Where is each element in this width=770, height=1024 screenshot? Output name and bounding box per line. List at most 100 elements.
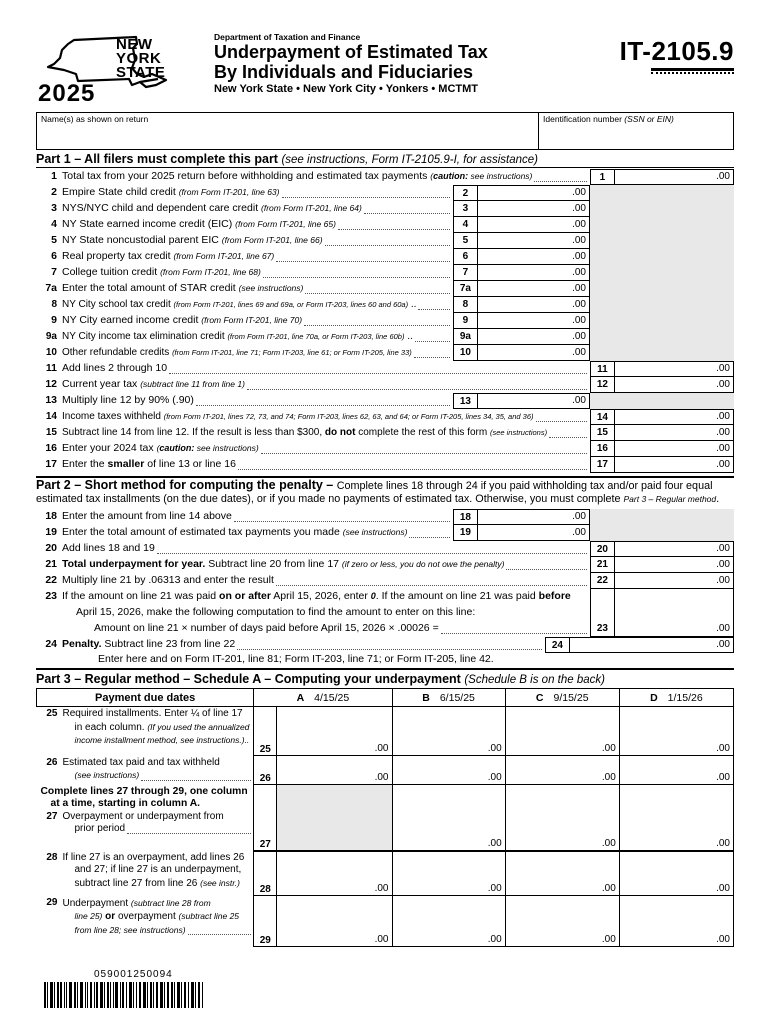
line-5-row: 5 NY State noncustodial parent EIC (from …	[36, 233, 734, 249]
line-27-amount-d[interactable]: .00	[618, 784, 735, 852]
title-block: Department of Taxation and Finance Under…	[214, 30, 584, 95]
name-field[interactable]: Name(s) as shown on return	[37, 113, 539, 149]
line-20-amount[interactable]: .00	[716, 543, 730, 554]
shaded-area	[590, 329, 734, 345]
line-25-amount-d[interactable]: .00	[618, 706, 735, 756]
line-5-amount[interactable]: .00	[572, 235, 586, 246]
line-28-amount-c[interactable]: .00	[504, 850, 620, 896]
line-14-amount[interactable]: .00	[716, 411, 730, 422]
line-9-amount[interactable]: .00	[572, 315, 586, 326]
line-15-amount[interactable]: .00	[716, 427, 730, 438]
shaded-area	[590, 265, 734, 281]
line-number: 8	[51, 299, 57, 310]
table-header-row: Payment due dates A 4/15/25 B 6/15/25 C 9/1…	[35, 688, 735, 707]
line-28-amount-b[interactable]: .00	[391, 850, 506, 896]
line-29-label: 29 Underpayment (subtract line 28 from li…	[36, 895, 255, 947]
ny-state-outline-icon	[46, 35, 168, 89]
dot-leader	[337, 217, 450, 230]
line-label: Enter the total amount of STAR credit (s…	[62, 282, 304, 294]
line-6-amount[interactable]: .00	[572, 251, 586, 262]
line-7-amount[interactable]: .00	[572, 267, 586, 278]
shaded-area	[590, 281, 734, 297]
line-17-row: 17 Enter the smaller of line 13 or line 1…	[36, 457, 734, 473]
line-29-amount-a[interactable]: .00	[276, 895, 393, 947]
dot-leader	[233, 509, 450, 522]
line-3-row: 3 NYS/NYC child and dependent care credit…	[36, 201, 734, 217]
line-11-amount[interactable]: .00	[716, 363, 730, 374]
line-10-amount[interactable]: .00	[572, 347, 586, 358]
line-11-box: 11.00	[590, 361, 734, 377]
line-number: 4	[51, 218, 57, 230]
line-19-amount[interactable]: .00	[572, 527, 586, 538]
header-col-a: A 4/15/25	[253, 688, 393, 707]
line-9a-amount[interactable]: .00	[572, 331, 586, 342]
header-col-b: B 6/15/25	[391, 688, 506, 707]
line-26-amount-c[interactable]: .00	[504, 755, 620, 785]
dot-leader	[141, 769, 252, 781]
line-8-amount[interactable]: .00	[572, 299, 586, 310]
row-27: Complete lines 27 through 29, one column…	[36, 784, 735, 852]
line-21-amount[interactable]: .00	[716, 559, 730, 570]
line-12-amount[interactable]: .00	[716, 379, 730, 390]
row-25: 25 Required installments. Enter ¼ of line…	[36, 706, 735, 756]
line-1-box: 1.00	[590, 169, 734, 185]
shaded-area	[590, 509, 734, 525]
part1-heading: Part 1 – All filers must complete this p…	[36, 150, 734, 168]
line-27-amount-b[interactable]: .00	[391, 784, 506, 852]
row-26: 26 Estimated tax paid and tax withheld (s…	[36, 755, 735, 785]
schedule-a-table: Payment due dates A 4/15/25 B 6/15/25 C 9/1…	[35, 688, 735, 947]
line-25-amount-b[interactable]: .00	[391, 706, 506, 756]
line-26-amount-d[interactable]: .00	[618, 755, 735, 785]
part2-heading: Part 2 – Short method for computing the …	[36, 478, 720, 506]
line-29-amount-b[interactable]: .00	[391, 895, 506, 947]
dot-leader	[169, 361, 587, 374]
shaded-area	[590, 249, 734, 265]
line-14-box: 14.00	[590, 409, 734, 425]
line-13-row: 13 Multiply line 12 by 90% (.90) 13.00	[36, 393, 734, 409]
line-label: Subtract line 14 from line 12. If the re…	[62, 427, 548, 438]
line-3-amount[interactable]: .00	[572, 203, 586, 214]
line-23-amount[interactable]: .00	[716, 623, 730, 634]
line-7a-row: 7a Enter the total amount of STAR credit …	[36, 281, 734, 297]
shaded-area	[590, 393, 734, 409]
line-26-amount-b[interactable]: .00	[391, 755, 506, 785]
line-17-amount[interactable]: .00	[716, 459, 730, 470]
line-2-amount[interactable]: .00	[572, 187, 586, 198]
line-number-box: 3	[454, 201, 478, 216]
line-24-amount[interactable]: .00	[716, 639, 730, 650]
line-22-amount[interactable]: .00	[716, 575, 730, 586]
line-27-amount-c[interactable]: .00	[504, 784, 620, 852]
id-number-field[interactable]: Identification number (SSN or EIN)	[539, 113, 733, 149]
line-26-label: 26 Estimated tax paid and tax withheld (s…	[36, 755, 255, 785]
line-25-amount-c[interactable]: .00	[504, 706, 620, 756]
line-number-box: 6	[454, 249, 478, 264]
line-label: NY City income tax elimination credit (f…	[62, 331, 413, 342]
line-13-amount[interactable]: .00	[572, 395, 586, 406]
line-28-amount-a[interactable]: .00	[276, 850, 393, 896]
dot-leader	[246, 377, 587, 390]
line-29-amount-c[interactable]: .00	[504, 895, 620, 947]
line-label: NY State noncustodial parent EIC (from F…	[62, 234, 323, 246]
line-18-box: 18.00	[453, 509, 590, 525]
line-26-amount-a[interactable]: .00	[276, 755, 393, 785]
line-25-amount-a[interactable]: .00	[276, 706, 393, 756]
line-1-amount[interactable]: .00	[716, 171, 730, 182]
line-7a-amount[interactable]: .00	[572, 283, 586, 294]
line-number: 24	[45, 638, 57, 650]
line-16-row: 16 Enter your 2024 tax (caution: see inst…	[36, 441, 734, 457]
line-20-row: 20 Add lines 18 and 19 20.00	[36, 541, 734, 557]
line-18-amount[interactable]: .00	[572, 511, 586, 522]
line-number-box: 14	[591, 410, 615, 424]
line-2-box: 2.00	[453, 185, 590, 201]
line-29-amount-d[interactable]: .00	[618, 895, 735, 947]
dot-leader	[127, 823, 252, 834]
line-28-amount-d[interactable]: .00	[618, 850, 735, 896]
line-16-amount[interactable]: .00	[716, 443, 730, 454]
line-9-row: 9 NY City earned income credit (from Form…	[36, 313, 734, 329]
line-number-box: 21	[591, 557, 615, 572]
header-payment-due-dates: Payment due dates	[35, 688, 255, 707]
line-4-amount[interactable]: .00	[572, 219, 586, 230]
line-number: 13	[45, 394, 57, 406]
line-6-box: 6.00	[453, 249, 590, 265]
dot-leader	[260, 441, 587, 454]
